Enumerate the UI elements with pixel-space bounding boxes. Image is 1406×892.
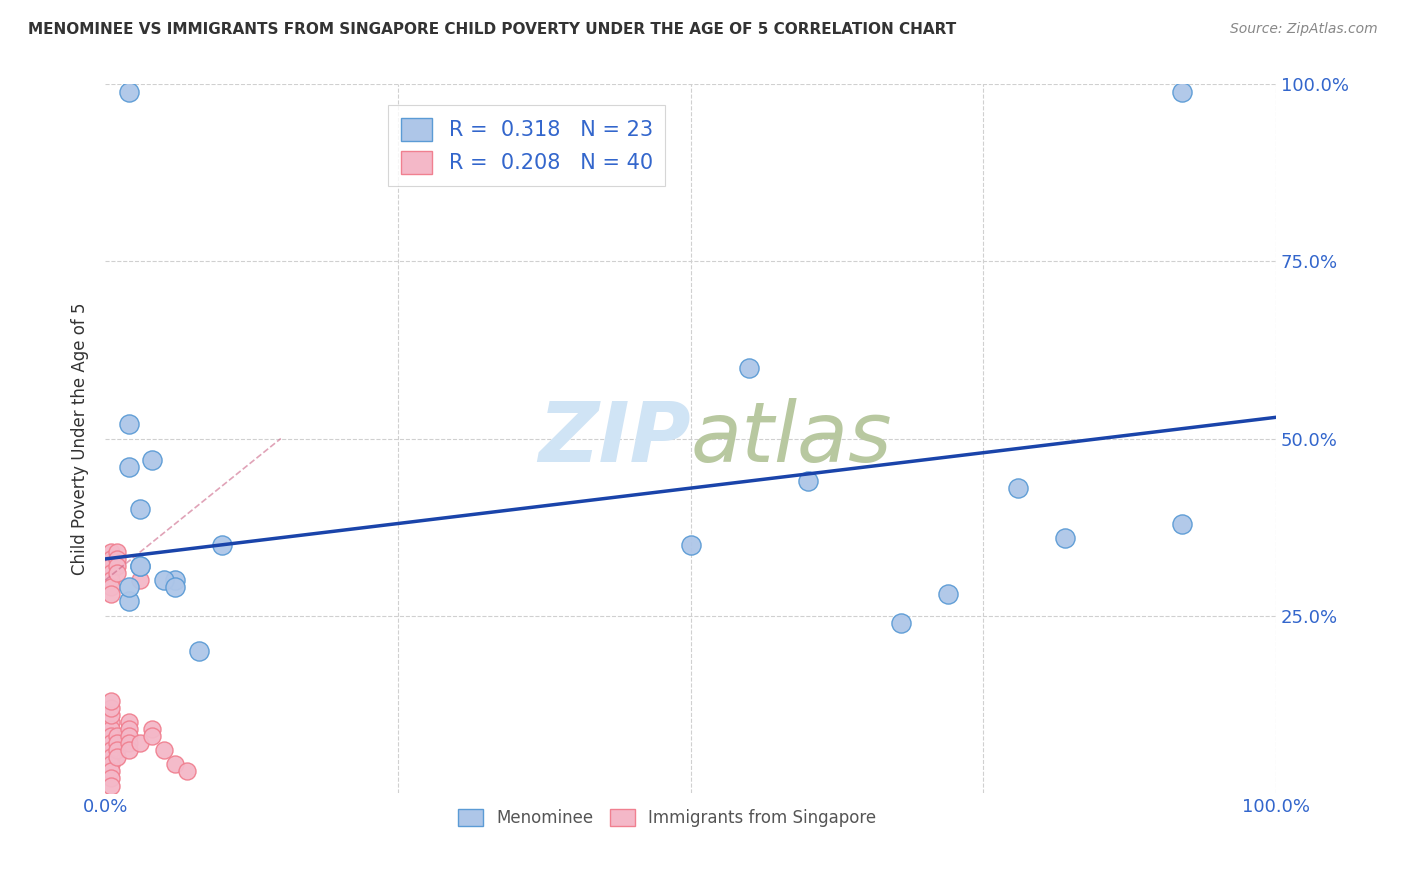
Point <box>100 729 122 743</box>
Point <box>100 545 122 559</box>
Text: MENOMINEE VS IMMIGRANTS FROM SINGAPORE CHILD POVERTY UNDER THE AGE OF 5 CORRELAT: MENOMINEE VS IMMIGRANTS FROM SINGAPORE C… <box>28 22 956 37</box>
Point <box>100 736 122 750</box>
Point <box>1171 85 1194 99</box>
Point <box>129 559 152 574</box>
Point <box>100 693 122 707</box>
Point <box>117 594 139 608</box>
Point <box>100 764 122 779</box>
Point <box>796 474 818 488</box>
Point <box>117 743 139 757</box>
Point <box>105 545 128 559</box>
Point <box>100 573 122 587</box>
Point <box>141 722 163 736</box>
Point <box>117 417 139 432</box>
Point <box>129 573 152 587</box>
Point <box>100 700 122 714</box>
Point <box>100 587 122 601</box>
Point <box>100 566 122 580</box>
Point <box>152 743 174 757</box>
Point <box>890 615 912 630</box>
Point <box>100 707 122 722</box>
Point <box>141 452 163 467</box>
Point <box>105 743 128 757</box>
Text: ZIP: ZIP <box>538 398 690 479</box>
Text: Source: ZipAtlas.com: Source: ZipAtlas.com <box>1230 22 1378 37</box>
Point <box>165 580 187 594</box>
Legend: Menominee, Immigrants from Singapore: Menominee, Immigrants from Singapore <box>451 803 883 834</box>
Point <box>117 580 139 594</box>
Point <box>100 757 122 772</box>
Point <box>117 714 139 729</box>
Point <box>1007 481 1029 495</box>
Point <box>117 722 139 736</box>
Point <box>100 772 122 786</box>
Point <box>738 360 761 375</box>
Point <box>1054 531 1077 545</box>
Point <box>100 750 122 764</box>
Point <box>117 85 139 99</box>
Y-axis label: Child Poverty Under the Age of 5: Child Poverty Under the Age of 5 <box>72 302 89 574</box>
Point <box>105 566 128 580</box>
Point <box>105 559 128 574</box>
Point <box>105 736 128 750</box>
Text: atlas: atlas <box>690 398 893 479</box>
Point <box>152 573 174 587</box>
Point <box>187 644 209 658</box>
Point <box>679 538 702 552</box>
Point <box>936 587 959 601</box>
Point <box>129 736 152 750</box>
Point <box>100 714 122 729</box>
Point <box>165 573 187 587</box>
Point <box>100 743 122 757</box>
Point <box>100 722 122 736</box>
Point <box>117 459 139 474</box>
Point <box>165 757 187 772</box>
Point <box>100 580 122 594</box>
Point <box>105 750 128 764</box>
Point <box>176 764 198 779</box>
Point <box>105 552 128 566</box>
Point <box>141 729 163 743</box>
Point <box>117 729 139 743</box>
Point <box>117 736 139 750</box>
Point <box>129 559 152 574</box>
Point <box>100 559 122 574</box>
Point <box>100 552 122 566</box>
Point <box>105 729 128 743</box>
Point <box>129 502 152 516</box>
Point <box>100 779 122 793</box>
Point <box>211 538 233 552</box>
Point <box>1171 516 1194 531</box>
